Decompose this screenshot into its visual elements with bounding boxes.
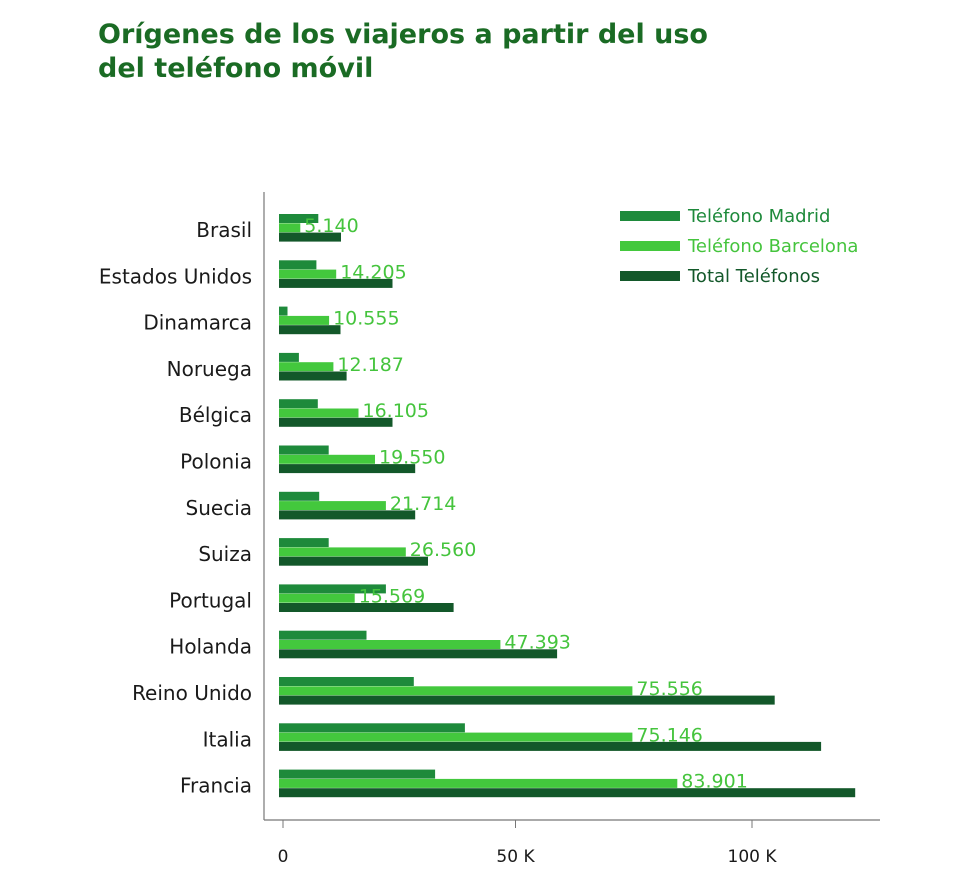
legend: Teléfono Madrid Teléfono Barcelona Total T… [620, 206, 858, 287]
x-tick-group: 0 50 K 100 K [278, 820, 778, 867]
data-label-brasil: 5.140 [304, 215, 358, 237]
data-label-noruega: 12.187 [337, 354, 403, 376]
bar-total-telefonos-belgica [279, 417, 393, 427]
data-label-polonia: 19.550 [379, 447, 445, 469]
category-label-noruega: Noruega [167, 357, 252, 381]
legend-label-telefono-madrid: Teléfono Madrid [687, 206, 830, 227]
legend-swatch-telefono-barcelona [620, 241, 680, 251]
data-label-italia: 75.146 [636, 724, 702, 746]
data-label-suiza: 26.560 [410, 539, 476, 561]
bar-telefono-madrid-holanda [279, 630, 367, 640]
data-label-estados-unidos: 14.205 [340, 261, 406, 283]
bar-telefono-madrid-dinamarca [279, 306, 288, 316]
x-tick-label-0: 0 [278, 847, 289, 867]
data-label-suecia: 21.714 [390, 493, 456, 515]
bar-group [279, 214, 856, 798]
legend-swatch-total-telefonos [620, 271, 680, 281]
bar-telefono-barcelona-holanda [279, 640, 501, 649]
data-label-reino-unido: 75.556 [636, 678, 702, 700]
category-label-estados-unidos: Estados Unidos [99, 264, 252, 288]
bar-total-telefonos-suiza [279, 556, 428, 566]
legend-swatch-telefono-madrid [620, 211, 680, 221]
bar-telefono-madrid-polonia [279, 445, 329, 455]
bar-telefono-madrid-brasil [279, 214, 319, 223]
data-label-group: 5.140 14.205 10.555 12.187 16.105 19.550 21.71… [304, 215, 747, 793]
category-label-francia: Francia [180, 774, 252, 798]
bar-telefono-barcelona-italia [279, 732, 633, 742]
legend-label-telefono-barcelona: Teléfono Barcelona [687, 236, 858, 257]
bar-telefono-madrid-suecia [279, 491, 320, 501]
bar-telefono-madrid-belgica [279, 399, 318, 409]
bar-telefono-barcelona-francia [279, 778, 678, 788]
bar-telefono-barcelona-suiza [279, 547, 406, 557]
bar-telefono-madrid-italia [279, 723, 465, 733]
chart-title: Orígenes de los viajeros a partir del us… [98, 18, 708, 86]
bar-total-telefonos-reino-unido [279, 695, 775, 705]
data-label-belgica: 16.105 [363, 400, 429, 422]
chart-title-line-2: del teléfono móvil [98, 53, 374, 84]
bar-telefono-madrid-francia [279, 769, 436, 779]
bar-telefono-madrid-suiza [279, 538, 329, 548]
bar-total-telefonos-dinamarca [279, 325, 341, 335]
bar-telefono-madrid-noruega [279, 352, 299, 362]
bar-telefono-barcelona-brasil [279, 223, 301, 233]
category-label-portugal: Portugal [169, 588, 252, 612]
legend-label-total-telefonos: Total Teléfonos [687, 266, 820, 287]
bar-telefono-barcelona-estados-unidos [279, 269, 337, 279]
category-label-dinamarca: Dinamarca [143, 311, 252, 335]
bar-total-telefonos-portugal [279, 603, 454, 612]
x-tick-label-1: 50 K [496, 847, 535, 867]
bar-total-telefonos-brasil [279, 232, 341, 242]
category-label-suecia: Suecia [186, 496, 252, 520]
chart-title-line-1: Orígenes de los viajeros a partir del us… [98, 19, 708, 50]
bar-telefono-barcelona-reino-unido [279, 686, 633, 696]
category-label-italia: Italia [203, 727, 252, 751]
bar-telefono-barcelona-suecia [279, 501, 386, 511]
category-label-belgica: Bélgica [179, 403, 252, 427]
data-label-portugal: 15.569 [359, 585, 425, 607]
bar-telefono-madrid-portugal [279, 584, 386, 594]
bar-telefono-barcelona-polonia [279, 454, 375, 464]
bar-telefono-barcelona-belgica [279, 408, 359, 418]
bar-telefono-madrid-reino-unido [279, 677, 414, 686]
data-label-francia: 83.901 [681, 771, 747, 793]
data-label-holanda: 47.393 [504, 632, 570, 654]
bar-total-telefonos-francia [279, 788, 856, 798]
x-tick-label-2: 100 K [728, 847, 778, 867]
bar-telefono-madrid-estados-unidos [279, 260, 317, 270]
data-label-dinamarca: 10.555 [333, 308, 399, 330]
bar-telefono-barcelona-portugal [279, 593, 355, 603]
category-label-polonia: Polonia [180, 450, 252, 474]
category-label-brasil: Brasil [196, 218, 252, 242]
category-label-reino-unido: Reino Unido [132, 681, 252, 705]
bar-telefono-barcelona-dinamarca [279, 315, 330, 325]
bar-total-telefonos-suecia [279, 510, 416, 520]
category-label-holanda: Holanda [169, 635, 252, 659]
category-label-suiza: Suiza [198, 542, 252, 566]
bar-total-telefonos-estados-unidos [279, 278, 393, 288]
bar-total-telefonos-polonia [279, 464, 416, 474]
bar-total-telefonos-holanda [279, 649, 558, 659]
category-label-group: Brasil Estados Unidos Dinamarca Noruega Bélg… [99, 218, 252, 798]
bar-total-telefonos-italia [279, 741, 822, 751]
bar-telefono-barcelona-noruega [279, 362, 334, 372]
bar-total-telefonos-noruega [279, 371, 347, 381]
